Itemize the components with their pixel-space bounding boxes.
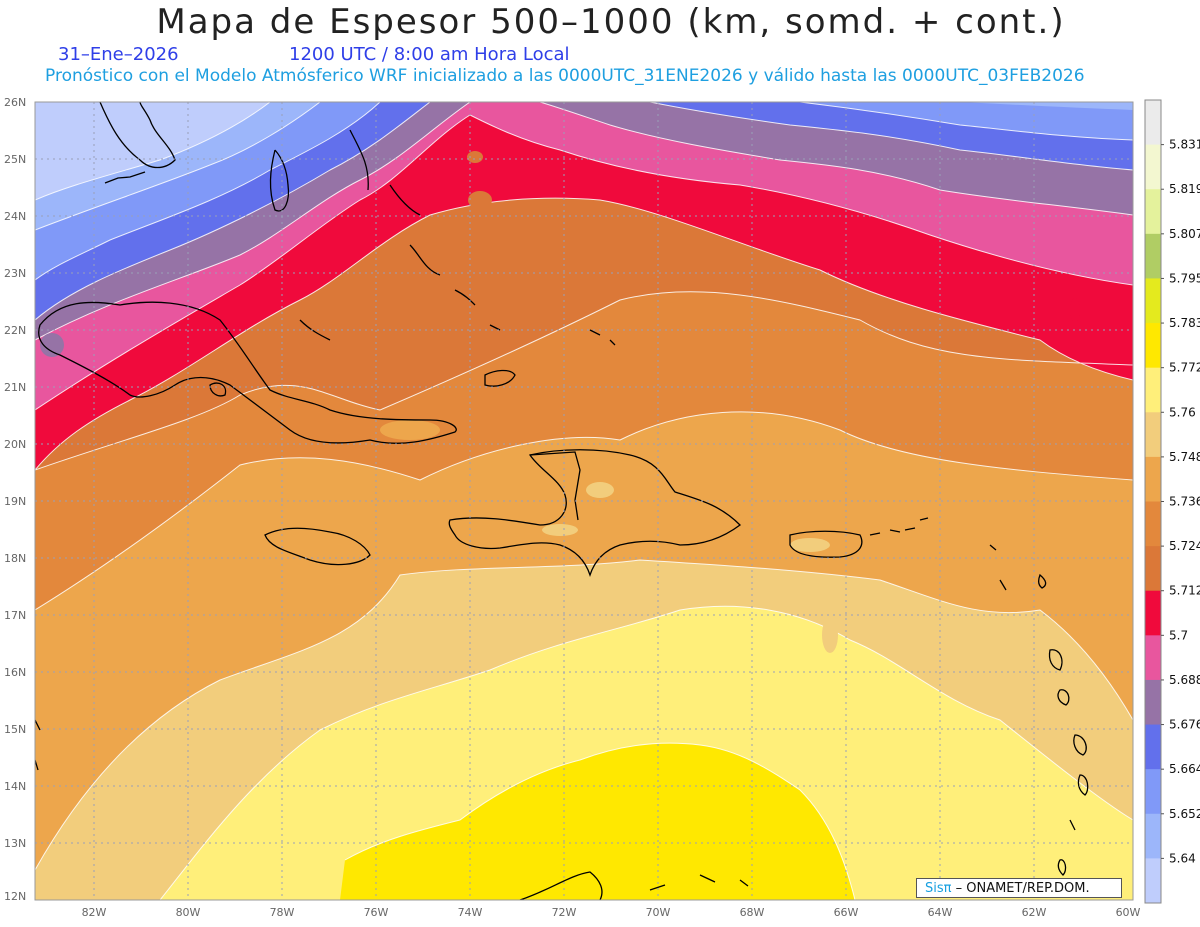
graticule <box>35 102 1133 900</box>
colorbar-swatch <box>1145 233 1161 279</box>
map-title: Mapa de Espesor 500–1000 (km, somd. + co… <box>156 2 1066 42</box>
lon-label: 66W <box>834 906 859 919</box>
coast-hispaniola <box>448 449 741 578</box>
lon-label: 70W <box>646 906 671 919</box>
lat-label: 21N <box>4 381 26 394</box>
lat-label: 13N <box>4 837 26 850</box>
colorbar-swatch <box>1145 278 1161 324</box>
colorbar-label: 5.783 <box>1169 316 1200 330</box>
colorbar-swatch <box>1145 367 1161 413</box>
thickness-contours <box>35 102 1133 900</box>
longitude-labels: 82W 80W 78W 76W 74W 72W 70W 68W 66W 64W … <box>82 906 1141 919</box>
colorbar-swatch <box>1145 456 1161 502</box>
coast-south-america <box>519 871 603 900</box>
lat-label: 16N <box>4 666 26 679</box>
colorbar-swatch <box>1145 144 1161 190</box>
lat-label: 12N <box>4 890 26 903</box>
colorbar-label: 5.664 <box>1169 762 1200 776</box>
lat-label: 19N <box>4 495 26 508</box>
lon-label: 72W <box>552 906 577 919</box>
lon-label: 60W <box>1116 906 1141 919</box>
colorbar-swatch <box>1145 323 1161 369</box>
lon-label: 82W <box>82 906 107 919</box>
credit-org: – ONAMET/REP.DOM. <box>951 881 1090 896</box>
colorbar-label: 5.7 <box>1169 628 1188 642</box>
forecast-date: 31–Ene–2026 <box>58 44 179 65</box>
colorbar-swatch <box>1145 189 1161 235</box>
colorbar-label: 5.831 <box>1169 138 1200 152</box>
map-frame <box>34 101 1134 901</box>
colorbar-label: 5.795 <box>1169 271 1200 285</box>
coast-puerto-rico <box>789 530 863 558</box>
credit-box: Sisπ – ONAMET/REP.DOM. <box>916 878 1122 898</box>
colorbar-label: 5.676 <box>1169 718 1200 732</box>
colorbar: 5.831 5.819 5.807 5.795 5.783 5.772 5.76 5.748 5… <box>1144 99 1200 904</box>
lon-label: 64W <box>928 906 953 919</box>
lat-label: 15N <box>4 723 26 736</box>
colorbar-label: 5.807 <box>1169 227 1200 241</box>
latitude-labels: 26N 25N 24N 23N 22N 21N 20N 19N 18N 17N … <box>4 96 26 903</box>
colorbar-label: 5.688 <box>1169 673 1200 687</box>
colorbar-swatch <box>1145 724 1161 770</box>
colorbar-label: 5.64 <box>1169 851 1196 865</box>
lat-label: 20N <box>4 438 26 451</box>
lat-label: 17N <box>4 609 26 622</box>
lon-label: 74W <box>458 906 483 919</box>
colorbar-swatch <box>1145 546 1161 592</box>
colorbar-swatch <box>1145 635 1161 681</box>
thickness-field <box>35 102 1133 900</box>
forecast-time: 1200 UTC / 8:00 am Hora Local <box>289 44 570 65</box>
colorbar-label: 5.652 <box>1169 807 1200 821</box>
colorbar-label: 5.76 <box>1169 405 1196 419</box>
coastlines <box>35 102 1089 900</box>
coast-florida <box>99 102 176 169</box>
colorbar-swatch <box>1145 501 1161 547</box>
colorbar-swatch <box>1145 100 1161 146</box>
colorbar-swatch <box>1145 858 1161 904</box>
band-5676 <box>35 102 1133 320</box>
lon-label: 80W <box>176 906 201 919</box>
lat-label: 26N <box>4 96 26 109</box>
colorbar-swatch <box>1145 412 1161 458</box>
model-description: Pronóstico con el Modelo Atmósferico WRF… <box>45 66 1085 86</box>
colorbar-label: 5.712 <box>1169 584 1200 598</box>
colorbar-swatch <box>1145 679 1161 726</box>
credit-brand: Sisπ <box>925 881 952 896</box>
lon-label: 68W <box>740 906 765 919</box>
colorbar-label: 5.819 <box>1169 182 1200 196</box>
colorbar-swatch <box>1145 813 1161 859</box>
lon-label: 78W <box>270 906 295 919</box>
lon-label: 76W <box>364 906 389 919</box>
colorbar-swatch <box>1145 590 1161 636</box>
coast-cuba <box>38 301 457 444</box>
lat-label: 18N <box>4 552 26 565</box>
local-patches <box>40 151 1080 653</box>
colorbar-label: 5.748 <box>1169 450 1200 464</box>
coast-guadeloupe <box>1048 649 1063 671</box>
lat-label: 24N <box>4 210 26 223</box>
colorbar-label: 5.724 <box>1169 539 1200 553</box>
colorbar-label: 5.736 <box>1169 495 1200 509</box>
lon-label: 62W <box>1022 906 1047 919</box>
colorbar-label: 5.772 <box>1169 361 1200 375</box>
coast-martinique <box>1073 734 1087 756</box>
lat-label: 23N <box>4 267 26 280</box>
band-5783 <box>340 743 855 900</box>
lat-label: 14N <box>4 780 26 793</box>
lat-label: 22N <box>4 324 26 337</box>
coast-bahamas-andros <box>269 149 290 212</box>
band-5664 <box>35 102 1133 280</box>
coast-jamaica <box>264 527 371 566</box>
colorbar-swatch <box>1145 769 1161 815</box>
lat-label: 25N <box>4 153 26 166</box>
